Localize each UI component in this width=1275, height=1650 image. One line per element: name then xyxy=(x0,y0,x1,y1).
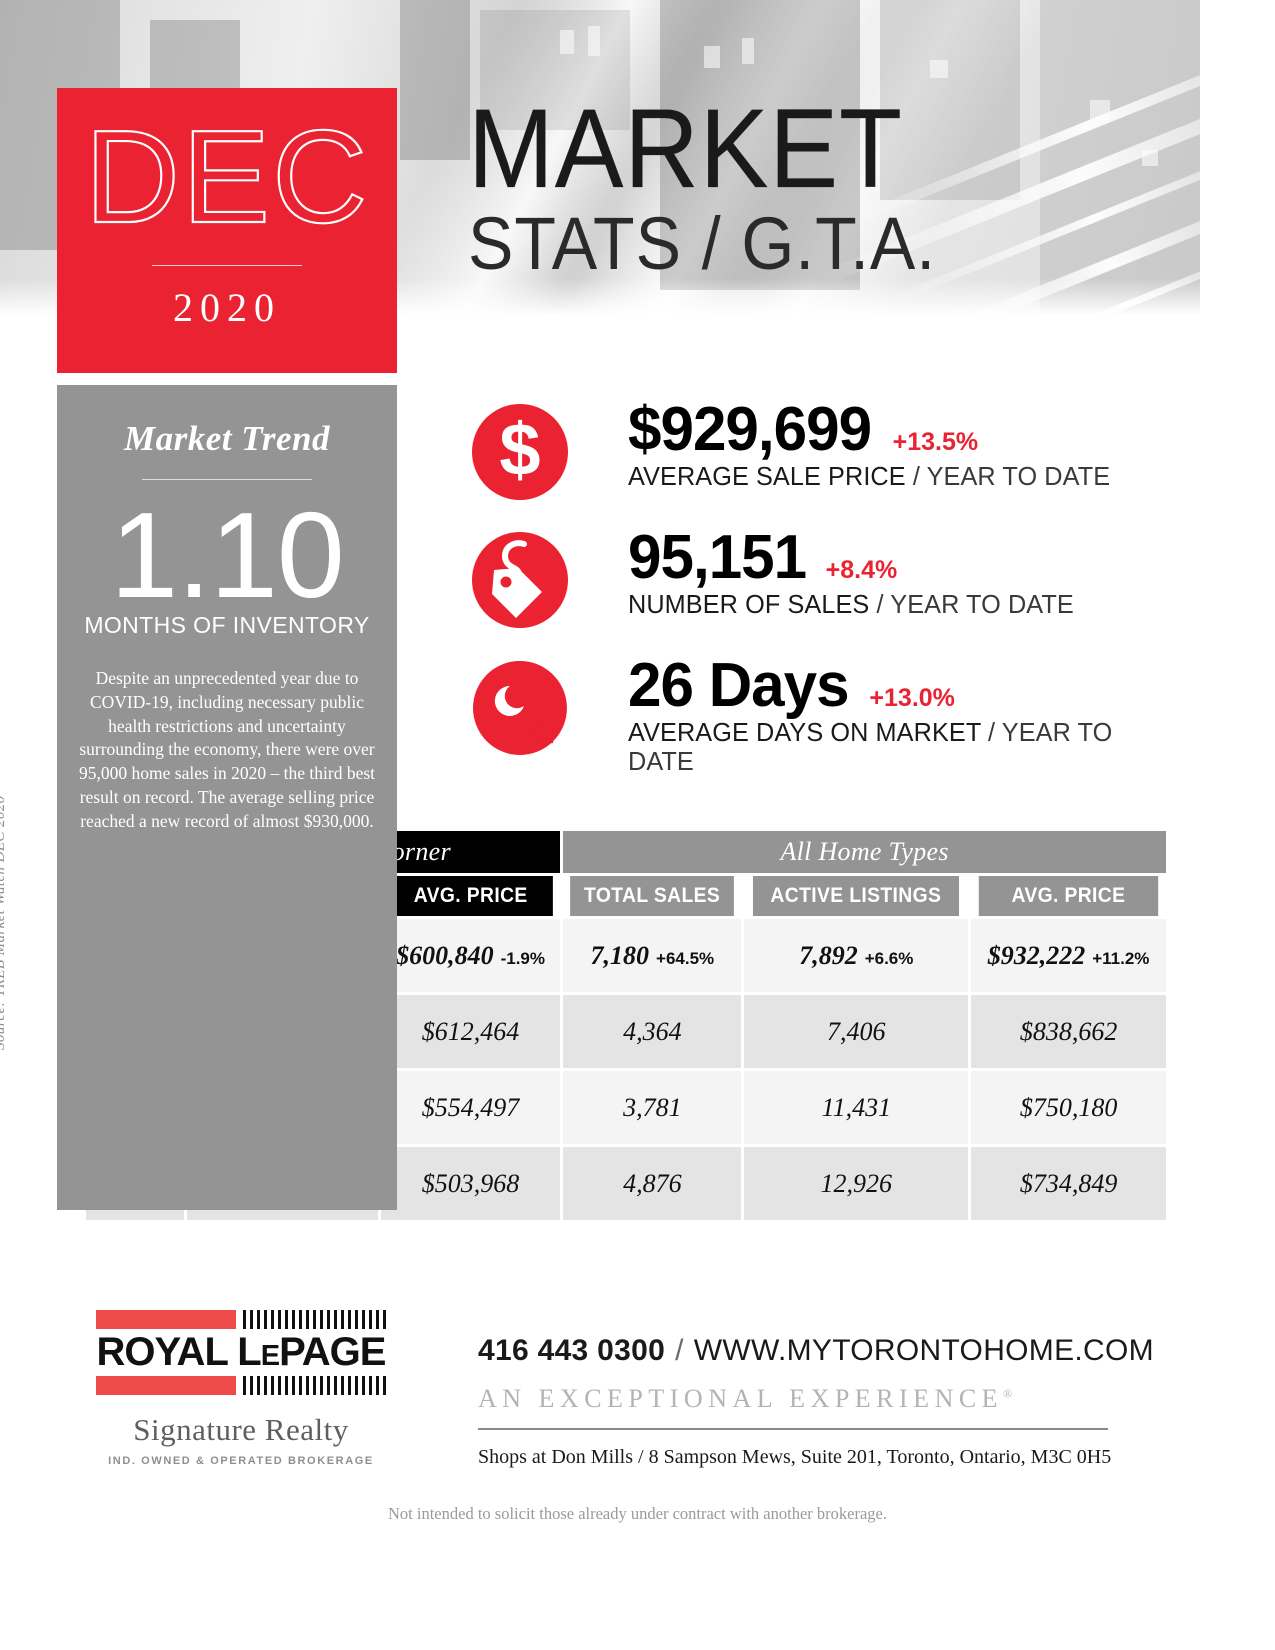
cell-condo-avg-price: $503,968 xyxy=(380,1147,561,1220)
stat-change-pct: +8.4% xyxy=(825,556,898,584)
cell-active-listings: 11,431 xyxy=(744,1071,969,1144)
market-trend-divider xyxy=(142,479,312,480)
stat-change-pct: +13.5% xyxy=(892,428,979,456)
stat-caption-period: / YEAR TO DATE xyxy=(628,719,1113,777)
market-trend-description: Despite an unprecedented year due to COV… xyxy=(79,668,376,831)
logo-wordmark: ROYAL LEPAGE xyxy=(96,1330,387,1374)
column-header-active-listings: ACTIVE LISTINGS xyxy=(753,876,960,916)
months-of-inventory-value: 1.10 xyxy=(110,487,344,623)
dollar-icon: $ xyxy=(472,404,568,500)
contact-block: 416 443 0300 / WWW.MYTORONTOHOME.COM AN EX… xyxy=(478,1334,1154,1469)
stat-row-number-of-sales: 95,151 +8.4% NUMBER OF SALES / YEAR TO D… xyxy=(472,523,1132,654)
month-badge: DEC 2020 xyxy=(57,88,397,373)
tagline-text: AN EXCEPTIONAL EXPERIENCE xyxy=(478,1384,1004,1413)
key-stats-list: $ $929,699 +13.5% AVERAGE SALE PRICE / Y… xyxy=(472,395,1132,782)
registered-mark: ® xyxy=(1003,1386,1013,1401)
office-address: Shops at Don Mills / 8 Sampson Mews, Sui… xyxy=(478,1446,1112,1468)
cell-total-sales: 4,364 xyxy=(563,995,742,1068)
stat-row-days-on-market: 26 Days +13.0% AVERAGE DAYS ON MARKET / … xyxy=(472,651,1132,782)
logo-stripe-bars xyxy=(243,1376,386,1395)
website-url[interactable]: WWW.MYTORONTOHOME.COM xyxy=(693,1334,1154,1367)
hero-city-photo xyxy=(0,0,1200,330)
logo-word-royal: ROYAL xyxy=(96,1330,229,1374)
logo-word-e: E xyxy=(260,1340,280,1372)
logo-red-bar xyxy=(96,1310,236,1329)
stat-caption-period: / YEAR TO DATE xyxy=(905,463,1111,492)
stat-value: 26 Days xyxy=(628,651,850,720)
page-title-block: MARKET STATS / G.T.A. xyxy=(468,86,977,286)
contact-line: 416 443 0300 / WWW.MYTORONTOHOME.COM xyxy=(478,1334,1154,1368)
cell-all-avg-price: $932,222 +11.2% xyxy=(971,919,1166,992)
phone-number[interactable]: 416 443 0300 xyxy=(478,1334,666,1367)
source-note: Source: TREB Market Watch DEC 2020 xyxy=(0,795,8,1050)
logo-stripe-bars xyxy=(243,1310,386,1329)
logo-word-l: L xyxy=(237,1330,261,1374)
stat-row-average-sale-price: $ $929,699 +13.5% AVERAGE SALE PRICE / Y… xyxy=(472,395,1132,526)
stat-caption-main: NUMBER OF SALES xyxy=(628,591,870,620)
cell-active-listings: 7,892 +6.6% xyxy=(744,919,969,992)
page-title: MARKET xyxy=(468,86,903,211)
cell-condo-avg-price: $554,497 xyxy=(380,1071,561,1144)
price-tag-icon xyxy=(472,532,568,628)
logo-bottom-bar xyxy=(96,1376,386,1395)
cell-total-sales: 3,781 xyxy=(563,1071,742,1144)
cell-total-sales: 4,876 xyxy=(563,1147,742,1220)
market-trend-panel: Market Trend 1.10 MONTHS OF INVENTORY De… xyxy=(57,385,397,1210)
cell-all-avg-price: $750,180 xyxy=(971,1071,1166,1144)
cell-total-sales: 7,180 +64.5% xyxy=(563,919,742,992)
market-trend-title: Market Trend xyxy=(124,419,330,458)
stat-value: $929,699 xyxy=(628,395,872,464)
stat-value: 95,151 xyxy=(628,523,807,592)
cell-condo-avg-price: $612,464 xyxy=(380,995,561,1068)
cell-all-avg-price: $838,662 xyxy=(971,995,1166,1068)
contact-divider xyxy=(478,1428,1108,1430)
separator-slash: / xyxy=(675,1334,684,1367)
year-label: 2020 xyxy=(173,285,281,330)
logo-word-page: PAGE xyxy=(279,1330,386,1374)
royal-lepage-logo: ROYAL LEPAGE Signature Realty IND. OWNED… xyxy=(96,1310,386,1467)
cell-active-listings: 7,406 xyxy=(744,995,969,1068)
cell-active-listings: 12,926 xyxy=(744,1147,969,1220)
stat-caption-main: AVERAGE DAYS ON MARKET xyxy=(628,719,981,748)
table-group-all-home-types: All Home Types xyxy=(563,831,1166,873)
month-divider xyxy=(152,265,302,266)
stat-caption-period: / YEAR TO DATE xyxy=(869,591,1074,620)
brokerage-subtitle: IND. OWNED & OPERATED BROKERAGE xyxy=(108,1455,374,1467)
disclaimer-text: Not intended to solicit those already un… xyxy=(388,1504,887,1523)
logo-top-bar xyxy=(96,1310,386,1329)
column-header-condo-avg-price: AVG. PRICE xyxy=(388,876,554,916)
months-of-inventory-label: MONTHS OF INVENTORY xyxy=(84,612,370,638)
cell-condo-avg-price: $600,840 -1.9% xyxy=(380,919,561,992)
month-label: DEC xyxy=(84,102,370,251)
logo-red-bar xyxy=(96,1376,236,1395)
cell-all-avg-price: $734,849 xyxy=(971,1147,1166,1220)
day-night-icon xyxy=(472,660,568,756)
stat-change-pct: +13.0% xyxy=(869,684,955,712)
brokerage-name: Signature Realty xyxy=(133,1412,349,1447)
stat-caption-main: AVERAGE SALE PRICE xyxy=(628,463,906,492)
column-header-all-avg-price: AVG. PRICE xyxy=(978,876,1159,916)
page-subtitle: STATS / G.T.A. xyxy=(468,202,937,286)
column-header-total-sales: TOTAL SALES xyxy=(570,876,735,916)
tagline: AN EXCEPTIONAL EXPERIENCE® xyxy=(478,1384,1138,1414)
